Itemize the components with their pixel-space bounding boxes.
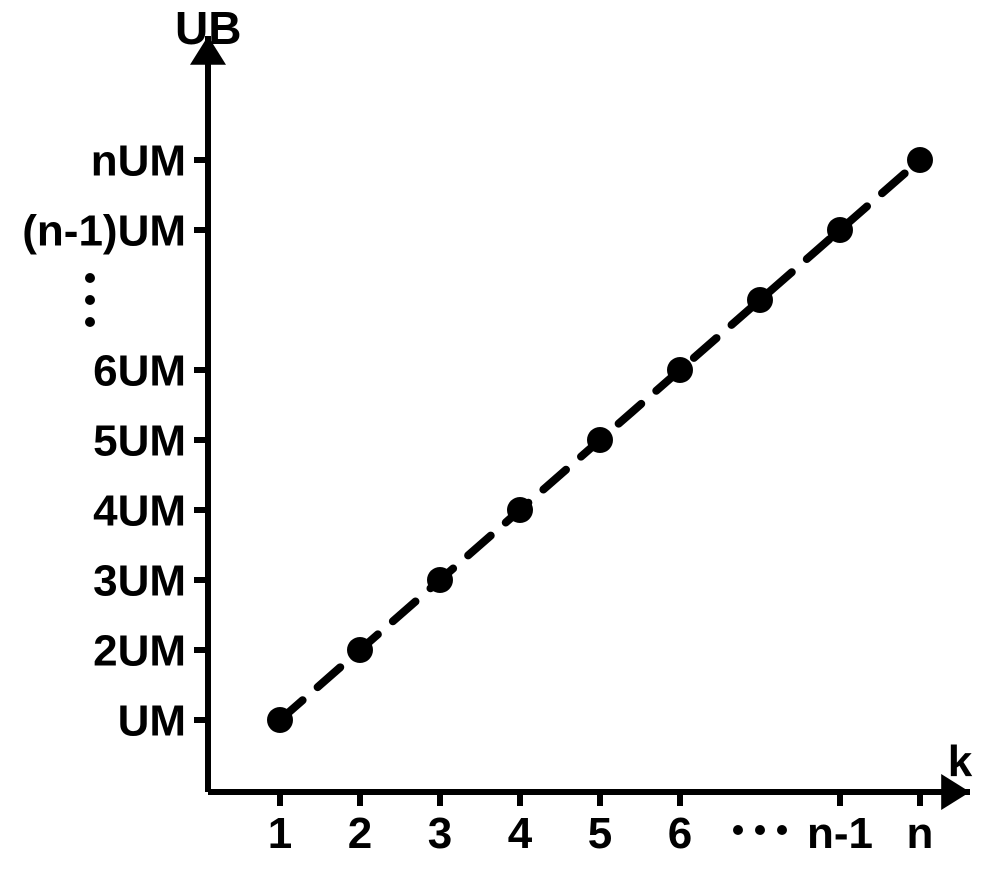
data-point-4 [507, 497, 533, 523]
data-point-5 [587, 427, 613, 453]
y-ellipsis-dot [85, 295, 95, 305]
x-tick-label: 4 [508, 809, 533, 858]
y-tick-label: (n-1)UM [22, 206, 186, 255]
x-tick-label: n [907, 809, 934, 858]
data-point-1 [267, 707, 293, 733]
data-point-2 [347, 637, 373, 663]
x-tick-label: n-1 [807, 809, 873, 858]
x-tick-label: 6 [668, 809, 692, 858]
y-tick-label: nUM [91, 136, 186, 185]
x-ellipsis-dot [733, 825, 743, 835]
x-axis-title: k [948, 737, 973, 786]
x-ellipsis-dot [777, 825, 787, 835]
x-tick-label: 1 [268, 809, 292, 858]
y-tick-label: 3UM [93, 556, 186, 605]
x-tick-label: 2 [348, 809, 372, 858]
x-tick-label: 5 [588, 809, 612, 858]
y-tick-label: 6UM [93, 346, 186, 395]
data-point-9 [907, 147, 933, 173]
data-point-3 [427, 567, 453, 593]
y-tick-label: 5UM [93, 416, 186, 465]
y-tick-label: 2UM [93, 626, 186, 675]
linear-scatter-chart: 123456n-1nUM2UM3UM4UM5UM6UM(n-1)UMnUMUBk [0, 0, 1000, 876]
y-ellipsis-dot [85, 317, 95, 327]
y-tick-label: 4UM [93, 486, 186, 535]
data-point-7 [747, 287, 773, 313]
data-point-8 [827, 217, 853, 243]
x-ellipsis-dot [755, 825, 765, 835]
y-tick-label: UM [118, 696, 186, 745]
y-axis-title: UB [175, 2, 241, 54]
x-tick-label: 3 [428, 809, 452, 858]
y-ellipsis-dot [85, 273, 95, 283]
data-point-6 [667, 357, 693, 383]
